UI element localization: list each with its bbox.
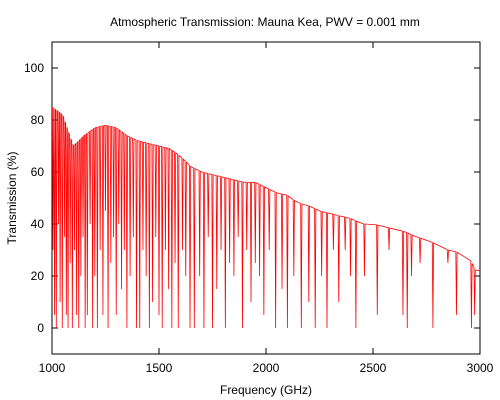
series-group — [52, 106, 480, 329]
y-tick-label: 40 — [31, 217, 45, 231]
chart-title: Atmospheric Transmission: Mauna Kea, PWV… — [110, 15, 420, 29]
x-tick-label: 3000 — [467, 361, 494, 375]
x-tick-label: 1000 — [39, 361, 66, 375]
y-axis-label: Transmission (%) — [5, 152, 19, 245]
y-tick-label: 80 — [31, 113, 45, 127]
y-tick-label: 100 — [24, 61, 44, 75]
y-tick-label: 60 — [31, 165, 45, 179]
x-tick-label: 2500 — [360, 361, 387, 375]
x-tick-label: 1500 — [146, 361, 173, 375]
y-tick-label: 0 — [37, 321, 44, 335]
y-tick-label: 20 — [31, 269, 45, 283]
axis-ticks: 1000 1500 2000 2500 3000 0 20 40 60 80 100 — [24, 42, 494, 375]
x-axis-label: Frequency (GHz) — [220, 383, 312, 397]
transmission-series-line — [52, 106, 480, 329]
x-tick-label: 2000 — [253, 361, 280, 375]
